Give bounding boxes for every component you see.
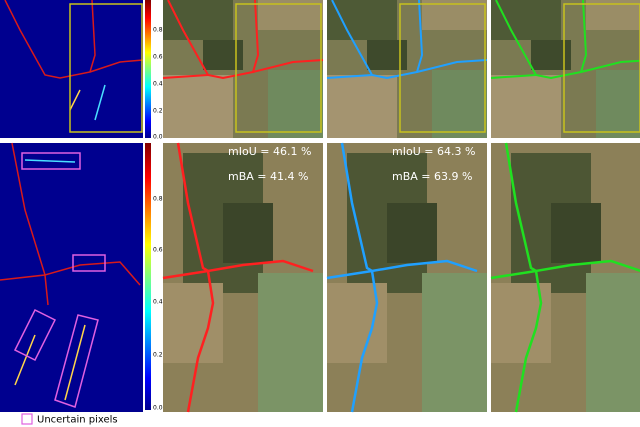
colorbar [145,0,151,138]
colorbar-tick: 0.4 [153,81,163,88]
colorbar-tick: 0.4 [153,299,163,306]
colorbar-tick: 0.2 [153,108,163,115]
uncertainty-map [0,0,143,138]
metric-miou: mIoU = 64.3 % [392,145,475,158]
prediction-ours [326,0,488,138]
colorbar-tick: 0.6 [153,54,163,61]
colorbar-tick: 0.0 [153,405,163,412]
metric-miou: mIoU = 46.1 % [228,145,311,158]
metric-mba: mBA = 41.4 % [228,170,308,183]
prediction-baseline [162,0,324,138]
uncertain-box [13,152,106,408]
colorbar-tick: 0.0 [153,134,163,141]
colorbar-tick: 0.2 [153,352,163,359]
colorbar-tick: 0.6 [153,247,163,254]
ground-truth [489,141,640,414]
ground-truth [490,0,640,138]
colorbar-tick: 0.8 [153,196,163,203]
highlight-box [69,3,143,133]
metric-mba: mBA = 63.9 % [392,170,472,183]
colorbar [145,143,151,410]
legend-label: Uncertain pixels [37,415,118,426]
uncertainty-lines [4,0,144,121]
prediction-ours [325,141,487,414]
prediction-baseline [161,141,323,414]
legend-swatch [21,413,33,425]
uncertainty-lines [0,142,141,401]
colorbar-tick: 0.8 [153,27,163,34]
